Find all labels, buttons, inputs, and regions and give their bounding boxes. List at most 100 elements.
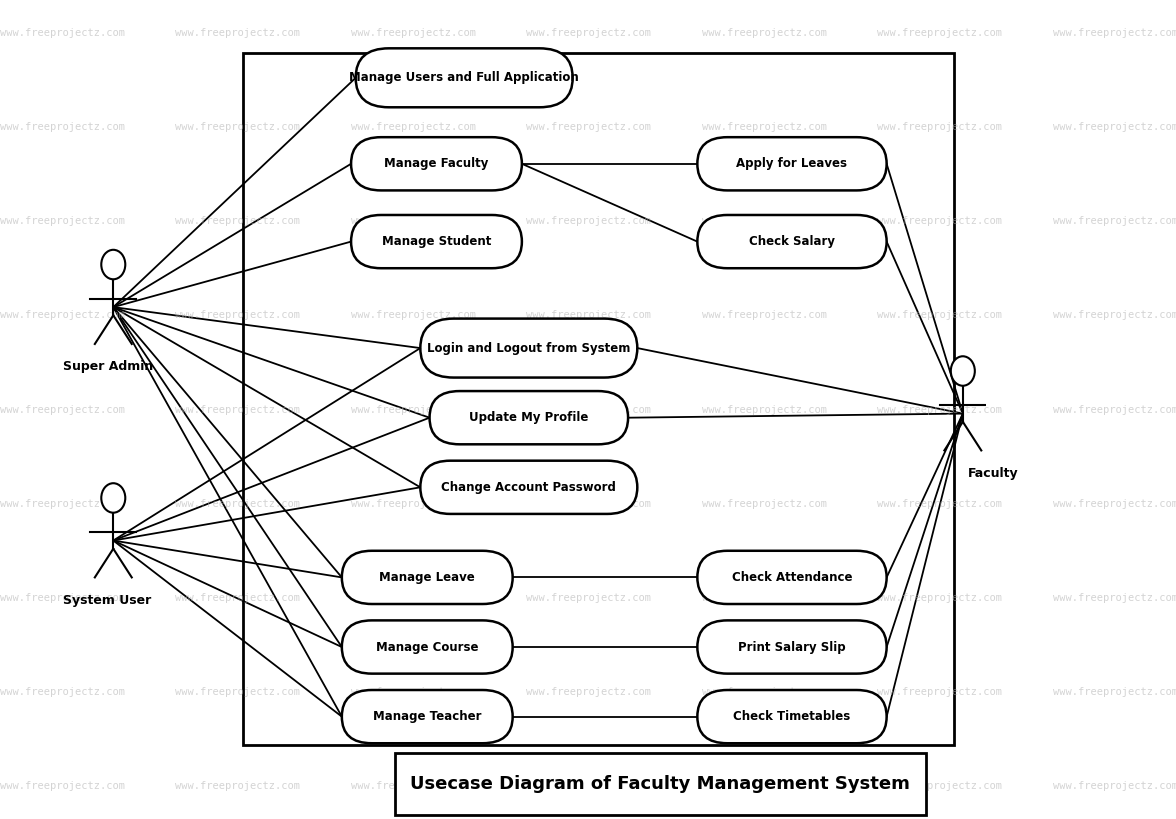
Text: www.freeprojectz.com: www.freeprojectz.com <box>175 687 300 697</box>
FancyBboxPatch shape <box>420 319 637 378</box>
Text: www.freeprojectz.com: www.freeprojectz.com <box>1053 28 1176 38</box>
Text: www.freeprojectz.com: www.freeprojectz.com <box>877 593 1002 603</box>
Text: www.freeprojectz.com: www.freeprojectz.com <box>877 405 1002 414</box>
Text: Super Admin: Super Admin <box>62 360 153 373</box>
Text: www.freeprojectz.com: www.freeprojectz.com <box>350 593 476 603</box>
FancyBboxPatch shape <box>420 460 637 514</box>
Text: Print Salary Slip: Print Salary Slip <box>739 640 846 654</box>
Text: www.freeprojectz.com: www.freeprojectz.com <box>350 687 476 697</box>
FancyBboxPatch shape <box>242 53 954 745</box>
Text: www.freeprojectz.com: www.freeprojectz.com <box>350 499 476 509</box>
Text: www.freeprojectz.com: www.freeprojectz.com <box>0 499 125 509</box>
Text: www.freeprojectz.com: www.freeprojectz.com <box>175 122 300 132</box>
Text: www.freeprojectz.com: www.freeprojectz.com <box>702 593 827 603</box>
Text: www.freeprojectz.com: www.freeprojectz.com <box>0 122 125 132</box>
Text: www.freeprojectz.com: www.freeprojectz.com <box>350 28 476 38</box>
Text: Manage Teacher: Manage Teacher <box>373 710 481 723</box>
FancyBboxPatch shape <box>342 621 513 673</box>
Text: www.freeprojectz.com: www.freeprojectz.com <box>877 216 1002 226</box>
FancyBboxPatch shape <box>697 621 887 673</box>
Text: www.freeprojectz.com: www.freeprojectz.com <box>175 216 300 226</box>
Ellipse shape <box>101 250 126 279</box>
Text: www.freeprojectz.com: www.freeprojectz.com <box>0 593 125 603</box>
Text: Check Attendance: Check Attendance <box>731 571 853 584</box>
FancyBboxPatch shape <box>355 48 573 107</box>
Text: www.freeprojectz.com: www.freeprojectz.com <box>175 593 300 603</box>
Text: www.freeprojectz.com: www.freeprojectz.com <box>350 310 476 320</box>
Text: Check Timetables: Check Timetables <box>734 710 850 723</box>
Text: www.freeprojectz.com: www.freeprojectz.com <box>175 781 300 791</box>
Text: Apply for Leaves: Apply for Leaves <box>736 157 848 170</box>
Text: Usecase Diagram of Faculty Management System: Usecase Diagram of Faculty Management Sy… <box>410 776 910 793</box>
Text: www.freeprojectz.com: www.freeprojectz.com <box>702 122 827 132</box>
Text: www.freeprojectz.com: www.freeprojectz.com <box>877 687 1002 697</box>
Text: www.freeprojectz.com: www.freeprojectz.com <box>350 216 476 226</box>
Text: www.freeprojectz.com: www.freeprojectz.com <box>0 405 125 414</box>
Text: www.freeprojectz.com: www.freeprojectz.com <box>702 499 827 509</box>
Text: Update My Profile: Update My Profile <box>469 411 588 424</box>
Text: www.freeprojectz.com: www.freeprojectz.com <box>527 122 652 132</box>
Text: www.freeprojectz.com: www.freeprojectz.com <box>1053 310 1176 320</box>
Text: www.freeprojectz.com: www.freeprojectz.com <box>175 28 300 38</box>
Text: www.freeprojectz.com: www.freeprojectz.com <box>0 28 125 38</box>
FancyBboxPatch shape <box>342 551 513 604</box>
Text: www.freeprojectz.com: www.freeprojectz.com <box>350 781 476 791</box>
Text: www.freeprojectz.com: www.freeprojectz.com <box>0 687 125 697</box>
Text: www.freeprojectz.com: www.freeprojectz.com <box>877 499 1002 509</box>
Text: www.freeprojectz.com: www.freeprojectz.com <box>702 687 827 697</box>
Text: Change Account Password: Change Account Password <box>441 481 616 494</box>
FancyBboxPatch shape <box>352 137 522 190</box>
Text: www.freeprojectz.com: www.freeprojectz.com <box>527 28 652 38</box>
Text: www.freeprojectz.com: www.freeprojectz.com <box>527 687 652 697</box>
Text: www.freeprojectz.com: www.freeprojectz.com <box>350 405 476 414</box>
Text: www.freeprojectz.com: www.freeprojectz.com <box>877 28 1002 38</box>
FancyBboxPatch shape <box>342 690 513 744</box>
Text: www.freeprojectz.com: www.freeprojectz.com <box>1053 216 1176 226</box>
FancyBboxPatch shape <box>352 215 522 269</box>
Text: www.freeprojectz.com: www.freeprojectz.com <box>175 499 300 509</box>
Text: www.freeprojectz.com: www.freeprojectz.com <box>0 781 125 791</box>
Ellipse shape <box>101 483 126 513</box>
Text: Manage Leave: Manage Leave <box>380 571 475 584</box>
Text: Manage Student: Manage Student <box>382 235 492 248</box>
Text: Manage Faculty: Manage Faculty <box>385 157 489 170</box>
Text: www.freeprojectz.com: www.freeprojectz.com <box>702 216 827 226</box>
Text: www.freeprojectz.com: www.freeprojectz.com <box>1053 781 1176 791</box>
Text: www.freeprojectz.com: www.freeprojectz.com <box>527 405 652 414</box>
Text: Manage Course: Manage Course <box>376 640 479 654</box>
Text: www.freeprojectz.com: www.freeprojectz.com <box>877 122 1002 132</box>
Text: System User: System User <box>62 594 151 607</box>
FancyBboxPatch shape <box>395 753 926 815</box>
Text: www.freeprojectz.com: www.freeprojectz.com <box>527 310 652 320</box>
Text: www.freeprojectz.com: www.freeprojectz.com <box>1053 122 1176 132</box>
Text: www.freeprojectz.com: www.freeprojectz.com <box>702 310 827 320</box>
Text: www.freeprojectz.com: www.freeprojectz.com <box>175 310 300 320</box>
Text: Faculty: Faculty <box>968 467 1018 480</box>
Text: www.freeprojectz.com: www.freeprojectz.com <box>702 405 827 414</box>
Text: www.freeprojectz.com: www.freeprojectz.com <box>877 310 1002 320</box>
Text: www.freeprojectz.com: www.freeprojectz.com <box>1053 405 1176 414</box>
Text: www.freeprojectz.com: www.freeprojectz.com <box>702 28 827 38</box>
Text: www.freeprojectz.com: www.freeprojectz.com <box>1053 593 1176 603</box>
FancyBboxPatch shape <box>697 137 887 190</box>
Text: www.freeprojectz.com: www.freeprojectz.com <box>175 405 300 414</box>
Text: www.freeprojectz.com: www.freeprojectz.com <box>527 499 652 509</box>
Text: www.freeprojectz.com: www.freeprojectz.com <box>1053 499 1176 509</box>
Text: www.freeprojectz.com: www.freeprojectz.com <box>1053 687 1176 697</box>
Text: Check Salary: Check Salary <box>749 235 835 248</box>
FancyBboxPatch shape <box>697 215 887 269</box>
Text: Login and Logout from System: Login and Logout from System <box>427 342 630 355</box>
Text: www.freeprojectz.com: www.freeprojectz.com <box>0 310 125 320</box>
FancyBboxPatch shape <box>697 690 887 744</box>
Text: www.freeprojectz.com: www.freeprojectz.com <box>527 216 652 226</box>
Text: www.freeprojectz.com: www.freeprojectz.com <box>527 593 652 603</box>
Text: www.freeprojectz.com: www.freeprojectz.com <box>527 781 652 791</box>
FancyBboxPatch shape <box>697 551 887 604</box>
Text: Manage Users and Full Application: Manage Users and Full Application <box>349 71 579 84</box>
Text: www.freeprojectz.com: www.freeprojectz.com <box>350 122 476 132</box>
FancyBboxPatch shape <box>429 391 628 444</box>
Text: www.freeprojectz.com: www.freeprojectz.com <box>0 216 125 226</box>
Text: www.freeprojectz.com: www.freeprojectz.com <box>877 781 1002 791</box>
Ellipse shape <box>951 356 975 386</box>
Text: www.freeprojectz.com: www.freeprojectz.com <box>702 781 827 791</box>
